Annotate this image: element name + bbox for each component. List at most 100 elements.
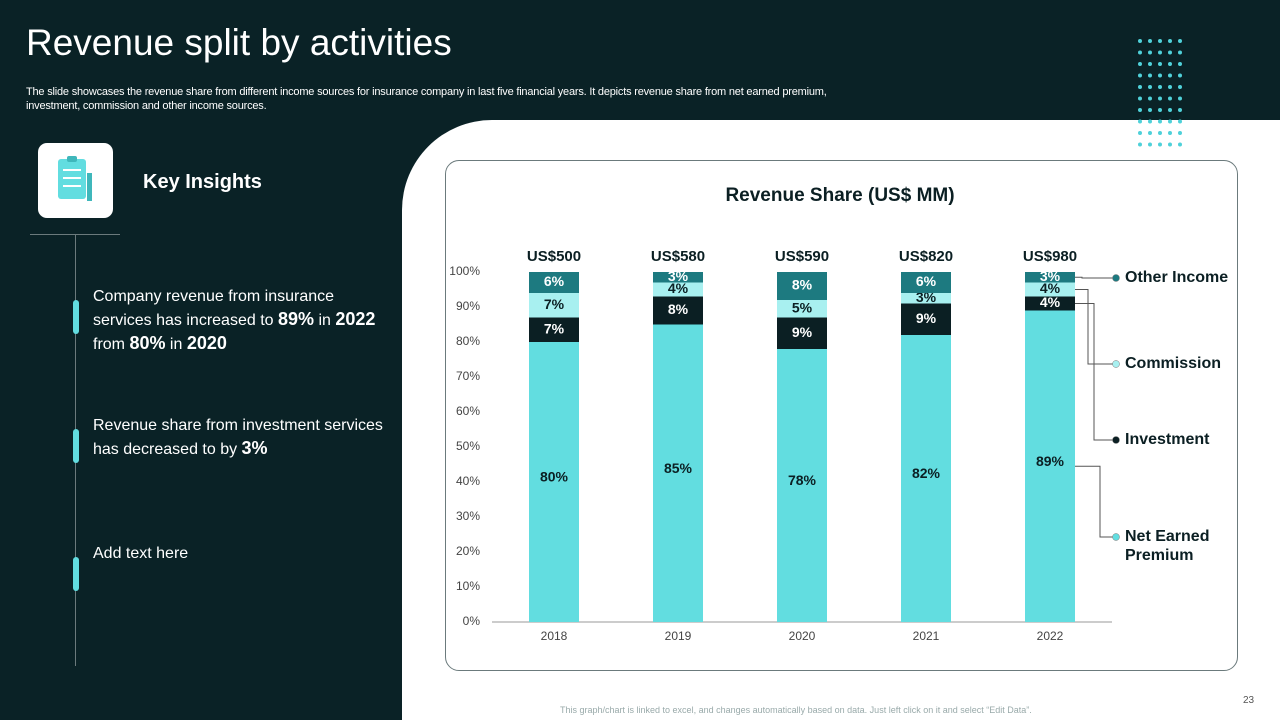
value-label: 89% bbox=[1036, 453, 1065, 469]
bar-segment bbox=[529, 317, 579, 342]
footer-note: This graph/chart is linked to excel, and… bbox=[560, 705, 1032, 715]
bar-segment bbox=[653, 296, 703, 325]
y-tick-label: 90% bbox=[456, 299, 480, 313]
dot bbox=[1168, 108, 1172, 112]
dot bbox=[1138, 96, 1142, 101]
dot bbox=[1148, 108, 1152, 112]
value-label: 85% bbox=[664, 460, 693, 476]
value-label: 6% bbox=[916, 273, 937, 289]
dot bbox=[1168, 85, 1172, 89]
x-tick-label: 2018 bbox=[541, 629, 568, 643]
dot bbox=[1138, 73, 1142, 78]
bar-segment bbox=[653, 272, 703, 283]
value-label: 9% bbox=[916, 310, 937, 326]
dot bbox=[1138, 85, 1142, 89]
dot bbox=[1178, 85, 1182, 89]
y-tick-label: 40% bbox=[456, 474, 480, 488]
legend-connector bbox=[1075, 276, 1115, 279]
total-label: US$500 bbox=[527, 248, 581, 265]
dot bbox=[1148, 96, 1152, 101]
dot bbox=[1158, 96, 1162, 101]
bar-segment bbox=[529, 293, 579, 318]
bar-segment bbox=[1025, 296, 1075, 311]
dot bbox=[1168, 62, 1172, 66]
bar-segment bbox=[1025, 282, 1075, 297]
dot bbox=[1178, 62, 1182, 66]
dot bbox=[1138, 50, 1142, 55]
y-tick-label: 100% bbox=[449, 264, 480, 278]
dot bbox=[1148, 142, 1152, 147]
x-tick-label: 2020 bbox=[789, 629, 816, 643]
y-tick-label: 80% bbox=[456, 334, 480, 348]
insight-text: Company revenue from insurance services … bbox=[93, 286, 388, 356]
insight-text: Add text here bbox=[93, 543, 388, 565]
y-tick-label: 10% bbox=[456, 579, 480, 593]
insight-segment: in bbox=[314, 312, 336, 329]
insight-text: Revenue share from investment services h… bbox=[93, 415, 388, 461]
icon bbox=[38, 143, 113, 218]
bar-segment bbox=[901, 335, 951, 622]
value-label: 8% bbox=[792, 277, 813, 293]
legend-marker bbox=[1112, 274, 1120, 282]
dot bbox=[1148, 73, 1152, 78]
bar-segment bbox=[777, 349, 827, 622]
legend-label: Commission bbox=[1125, 355, 1222, 372]
dot bbox=[1178, 142, 1182, 147]
insight-segment: Add text here bbox=[93, 545, 189, 562]
dot bbox=[1158, 39, 1162, 43]
insight-segment: 89% bbox=[277, 309, 315, 329]
value-label: 82% bbox=[912, 465, 941, 481]
bar-segment bbox=[901, 303, 951, 335]
dot bbox=[1148, 39, 1152, 43]
legend-label: Net Earned Premium bbox=[1125, 528, 1210, 564]
dot bbox=[1148, 50, 1152, 55]
bar-segment bbox=[1025, 310, 1075, 622]
value-label: 9% bbox=[792, 324, 813, 340]
legend-label: Investment bbox=[1125, 431, 1210, 448]
value-label: 7% bbox=[544, 320, 565, 336]
dot bbox=[1148, 119, 1152, 124]
bar-segment bbox=[901, 293, 951, 304]
x-tick-label: 2021 bbox=[913, 629, 940, 643]
insight-segment: 2022 bbox=[335, 309, 376, 329]
y-tick-label: 20% bbox=[456, 544, 480, 558]
dot bbox=[1168, 39, 1172, 43]
dot bbox=[1158, 62, 1162, 66]
value-label: 4% bbox=[1040, 280, 1061, 296]
bar-segment bbox=[777, 272, 827, 300]
dot bbox=[1178, 96, 1182, 101]
dot bbox=[1138, 62, 1142, 66]
legend-marker bbox=[1112, 533, 1120, 541]
dot bbox=[1138, 39, 1142, 43]
insight-segment: from bbox=[93, 336, 130, 353]
y-tick-label: 50% bbox=[456, 439, 480, 453]
dot bbox=[1158, 108, 1162, 112]
insight-segment: 2020 bbox=[186, 333, 227, 353]
dot bbox=[1168, 50, 1172, 55]
insight-segment: 3% bbox=[241, 438, 268, 458]
y-tick-label: 70% bbox=[456, 369, 480, 383]
total-label: US$820 bbox=[899, 248, 953, 265]
dot bbox=[1178, 108, 1182, 112]
bar-segment bbox=[653, 324, 703, 622]
value-label: 6% bbox=[544, 273, 565, 289]
bar-segment bbox=[777, 317, 827, 349]
value-label: 78% bbox=[788, 472, 817, 488]
bar-segment bbox=[777, 300, 827, 318]
chart-title: Revenue Share (US$ MM) bbox=[725, 185, 954, 206]
divider bbox=[30, 234, 120, 235]
x-tick-label: 2019 bbox=[665, 629, 692, 643]
y-tick-label: 0% bbox=[463, 614, 481, 628]
dot bbox=[1148, 131, 1152, 135]
dot bbox=[1158, 142, 1162, 147]
insight-marker bbox=[73, 300, 79, 334]
bar-segment bbox=[529, 272, 579, 293]
dot bbox=[1158, 119, 1162, 124]
bar-segment bbox=[901, 272, 951, 293]
dot bbox=[1148, 62, 1152, 66]
dot bbox=[1178, 50, 1182, 55]
y-tick-label: 30% bbox=[456, 509, 480, 523]
dot bbox=[1168, 142, 1172, 147]
dot bbox=[1158, 50, 1162, 55]
